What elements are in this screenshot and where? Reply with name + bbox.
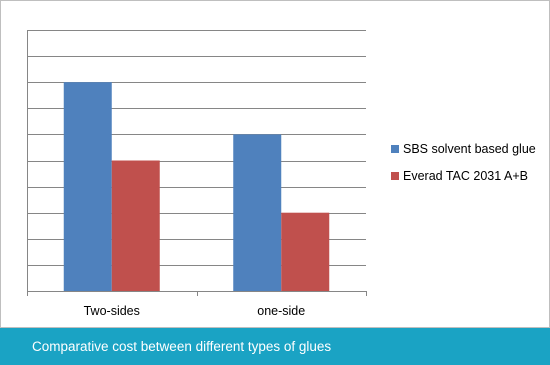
x-tick-label: one-side — [257, 304, 305, 318]
legend-label: SBS solvent based glue — [403, 142, 536, 156]
caption-bar: Comparative cost between different types… — [0, 328, 550, 365]
x-tick-labels: Two-sides one-side — [84, 304, 306, 318]
axes — [27, 30, 367, 296]
legend-swatch — [391, 172, 399, 180]
chart-frame: Two-sides one-side SBS solvent based glue… — [0, 0, 550, 328]
legend: SBS solvent based glue Everad TAC 2031 A+… — [391, 142, 536, 183]
legend-label: Everad TAC 2031 A+B — [403, 169, 528, 183]
figure-caption: Comparative cost between different types… — [32, 339, 332, 354]
legend-swatch — [391, 145, 399, 153]
bar-sbs-one-side — [233, 134, 282, 291]
bar-everad-one-side — [281, 212, 330, 291]
bars — [63, 82, 330, 291]
bar-chart: Two-sides one-side SBS solvent based glue… — [27, 30, 536, 318]
x-tick-label: Two-sides — [84, 304, 140, 318]
bar-everad-two-sides — [111, 160, 160, 291]
bar-sbs-two-sides — [63, 82, 112, 291]
